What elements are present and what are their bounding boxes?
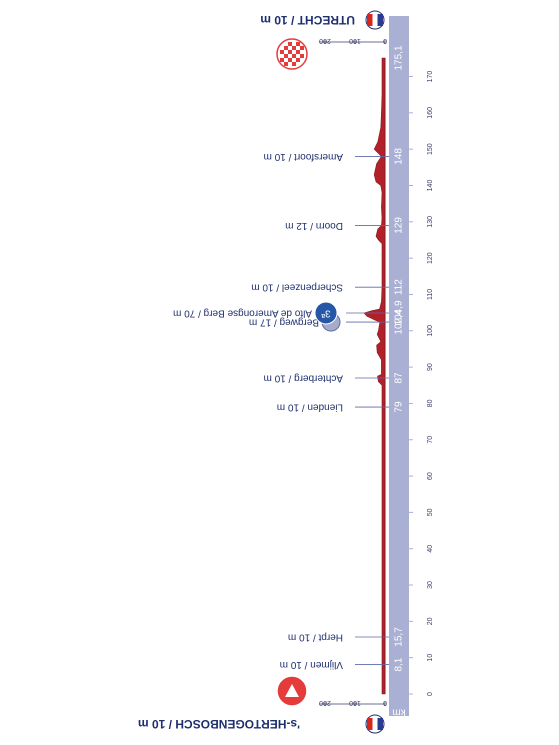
checker-square bbox=[284, 62, 288, 66]
start-name: 's-HERTOGENBOSCH / 10 m bbox=[138, 717, 300, 731]
km-tick-label: 90 bbox=[427, 363, 434, 371]
checker-square bbox=[280, 50, 284, 54]
finish-name: UTRECHT / 10 m bbox=[260, 13, 355, 27]
waypoint-label: Lienden / 10 m bbox=[277, 401, 343, 412]
km-tick-group: 0 10 20 30 40 50 60 70 80 90 100 110 120 130 140 150 160… bbox=[409, 71, 434, 696]
waypoint-km-label: 102,4 bbox=[394, 309, 405, 334]
waypoint-label: Scherpenzeel / 10 m bbox=[251, 282, 343, 293]
km-tick-label: 120 bbox=[427, 252, 434, 264]
waypoint-km-label: 87 bbox=[394, 372, 405, 384]
km-tick-label: 80 bbox=[427, 399, 434, 407]
altitude-tick-label: 100 bbox=[349, 37, 361, 44]
km-tick-label: 20 bbox=[427, 617, 434, 625]
climb-category-icon bbox=[314, 301, 338, 325]
checker-square bbox=[284, 54, 288, 58]
checker-square bbox=[292, 62, 296, 66]
km-tick-label: 40 bbox=[427, 545, 434, 553]
finish-label: UTRECHT / 10 m bbox=[260, 13, 355, 27]
km-tick-label: 10 bbox=[427, 654, 434, 662]
waypoint-km-label: 15,7 bbox=[394, 627, 405, 647]
km-tick-label: 150 bbox=[427, 143, 434, 155]
km-band bbox=[389, 16, 409, 716]
altitude-tick-label: 200 bbox=[319, 37, 331, 44]
elevation-profile-group bbox=[363, 57, 386, 695]
elevation-profile-area bbox=[363, 57, 386, 695]
checker-square bbox=[300, 54, 304, 58]
start-triangle-icon bbox=[285, 684, 299, 697]
altitude-tick-label: 0 bbox=[383, 37, 387, 44]
start-marker bbox=[276, 675, 308, 707]
climb-category-label: 3ª bbox=[321, 307, 331, 318]
waypoint-group: 8,1 Vlijmen / 10 m 15,7 Herpt / 10 m 79 Liend… bbox=[173, 45, 405, 671]
waypoint-km-label: 104,9 bbox=[394, 300, 405, 325]
checker-square bbox=[284, 46, 288, 50]
waypoint-label: Herpt / 10 m bbox=[288, 631, 343, 642]
waypoint-km-label: 148 bbox=[394, 148, 405, 165]
waypoint-label: Achterberg / 10 m bbox=[264, 372, 343, 383]
km-tick-label: 50 bbox=[427, 508, 434, 516]
km-tick-label: 60 bbox=[427, 472, 434, 480]
checker-square bbox=[292, 46, 296, 50]
waypoint-label: Doorn / 12 m bbox=[285, 220, 343, 231]
km-tick-label: 170 bbox=[427, 71, 434, 83]
km-tick-label: 110 bbox=[427, 289, 434, 300]
altitude-axis-group: 0 100 200 0 100 200 bbox=[319, 37, 387, 706]
km-tick-label: 0 bbox=[427, 692, 434, 696]
waypoint-label: Amersfoort / 10 m bbox=[264, 151, 343, 162]
km-tick-label: 100 bbox=[427, 325, 434, 337]
altitude-tick-label: 0 bbox=[383, 699, 387, 706]
waypoint-km-label: 8,1 bbox=[394, 657, 405, 671]
start-label: 's-HERTOGENBOSCH / 10 m bbox=[138, 717, 300, 731]
km-tick-label: 160 bbox=[427, 107, 434, 119]
checker-square bbox=[288, 42, 292, 46]
waypoint-km-label: 112 bbox=[394, 279, 405, 295]
finish-checker-pattern bbox=[280, 42, 304, 66]
start-flag-icon bbox=[365, 714, 385, 734]
waypoint-label: Vlijmen / 10 m bbox=[280, 659, 343, 670]
checker-square bbox=[296, 50, 300, 54]
km-axis-unit: km bbox=[392, 706, 405, 717]
km-tick-label: 70 bbox=[427, 436, 434, 444]
checker-square bbox=[288, 58, 292, 62]
waypoint-label: Alto de Amerongse Berg / 70 m bbox=[173, 307, 312, 318]
checker-square bbox=[296, 42, 300, 46]
finish-marker bbox=[276, 38, 308, 70]
checker-square bbox=[292, 54, 296, 58]
km-tick-label: 130 bbox=[427, 216, 434, 228]
checker-square bbox=[300, 46, 304, 50]
km-tick-label: 30 bbox=[427, 581, 434, 589]
waypoint-km-label: 175,1 bbox=[394, 45, 405, 70]
waypoint-km-label: 129 bbox=[394, 217, 405, 234]
waypoint-label: Bergweg / 17 m bbox=[249, 316, 319, 327]
finish-flag-icon bbox=[365, 10, 385, 30]
waypoint-km-label: 79 bbox=[394, 401, 405, 413]
altitude-tick-label: 100 bbox=[349, 699, 361, 706]
checker-square bbox=[288, 50, 292, 54]
checker-square bbox=[280, 58, 284, 62]
altitude-tick-label: 200 bbox=[319, 699, 331, 706]
checker-square bbox=[296, 58, 300, 62]
km-tick-label: 140 bbox=[427, 180, 434, 192]
